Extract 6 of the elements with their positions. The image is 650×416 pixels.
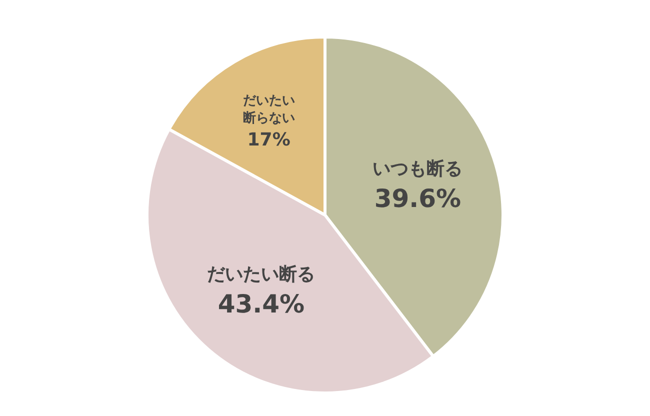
data-label: 43.4%	[218, 290, 305, 319]
slice-label: いつも断る	[372, 158, 463, 180]
data-label: 39.6%	[374, 184, 462, 213]
data-label: 17%	[247, 130, 290, 151]
slice-label: だいたい断る	[207, 264, 316, 286]
slice-label: だいたい断らない	[242, 94, 295, 126]
